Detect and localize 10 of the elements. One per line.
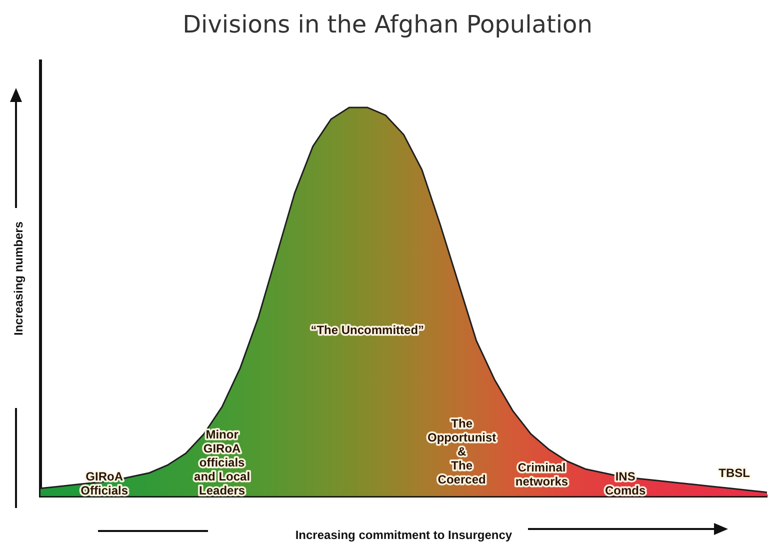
annotation: INS Comds — [604, 469, 646, 498]
annotation: The Opportunist & The Coerced — [428, 416, 496, 486]
annotation: Criminal networks — [515, 460, 568, 489]
chart-title: Divisions in the Afghan Population — [182, 10, 592, 39]
y-axis-title: Increasing numbers — [12, 221, 26, 336]
x-axis-title: Increasing commitment to Insurgency — [295, 528, 512, 542]
annotation: TBSL — [718, 466, 750, 480]
annotation: GIRoA Officials — [80, 469, 128, 498]
annotation: “The Uncommitted” — [310, 323, 424, 338]
annotation: Minor GIRoA officials and Local Leaders — [194, 427, 250, 498]
